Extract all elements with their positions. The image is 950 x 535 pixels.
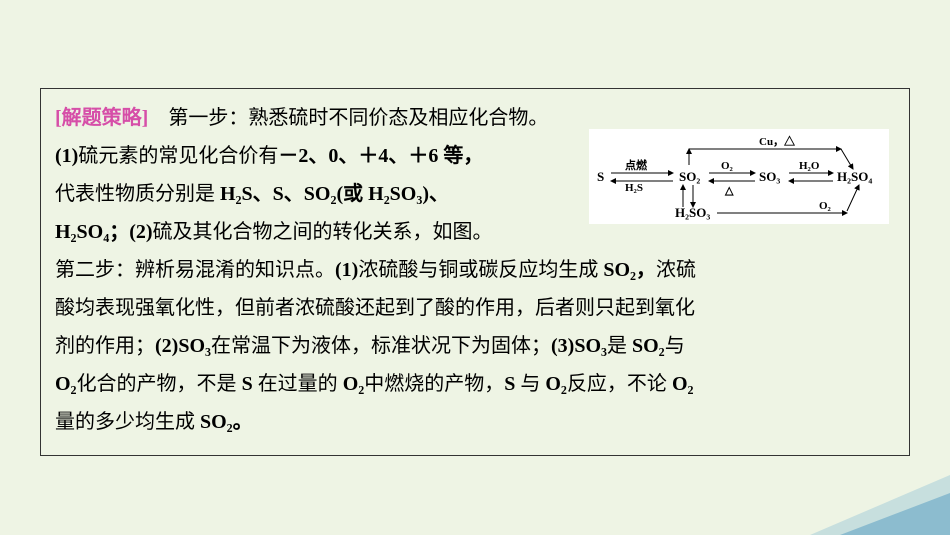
- t: 硫及其化合物之间的转化关系，如图。: [153, 221, 493, 243]
- t: 与: [520, 373, 545, 395]
- svg-text:O₂: O₂: [721, 160, 734, 172]
- svg-text:点燃: 点燃: [625, 158, 648, 172]
- line-3: 代表性物质分别是 H₂S、S、SO₂(或 H₂SO₃)、: [55, 175, 585, 213]
- t: S: [504, 373, 520, 395]
- line-8: O₂化合的产物，不是 S 在过量的 O₂中燃烧的产物，S 与 O₂反应，不论 O…: [55, 365, 895, 403]
- t: S: [242, 373, 258, 395]
- t: H₂S、S、SO₂(或 H₂SO₃)、: [220, 183, 449, 205]
- t: 硫元素的常见化合价有: [78, 145, 278, 167]
- step1-left-text: (1)硫元素的常见化合价有－2、0、＋4、＋6 等， 代表性物质分别是 H₂S、…: [55, 137, 585, 213]
- t: SO₂。: [200, 411, 253, 433]
- svg-text:SO₃: SO₃: [759, 169, 780, 184]
- t: 量的多少均生成: [55, 411, 200, 433]
- svg-text:△: △: [724, 185, 734, 197]
- t: 第二步：辨析易混淆的知识点。: [55, 259, 335, 281]
- t: (1): [335, 259, 358, 281]
- svg-text:H₂SO₃: H₂SO₃: [675, 205, 710, 220]
- t: 反应，不论: [567, 373, 672, 395]
- corner-decoration: [810, 475, 950, 535]
- t: (1): [55, 145, 78, 167]
- t: 酸均表现强氧化性，但前者浓硫酸还起到了酸的作用，后者则只起到氧化: [55, 297, 695, 319]
- content-box: [解题策略] 第一步：熟悉硫时不同价态及相应化合物。 (1)硫元素的常见化合价有…: [40, 88, 910, 456]
- reaction-diagram: 点燃 O₂ △ H₂O O₂ Cu，△ S SO₂ SO₃ H₂SO₄ H₂S H₂SO₃: [589, 129, 889, 224]
- svg-text:H₂SO₄: H₂SO₄: [837, 169, 872, 184]
- corner-svg: [810, 475, 950, 535]
- line-5: 第二步：辨析易混淆的知识点。(1)浓硫酸与铜或碳反应均生成 SO₂，浓硫: [55, 251, 895, 289]
- svg-text:H₂S: H₂S: [625, 182, 643, 194]
- t: SO₂: [632, 335, 665, 357]
- t: SO₂，: [603, 259, 656, 281]
- svg-text:O₂: O₂: [819, 200, 832, 212]
- t: O₂: [672, 373, 694, 395]
- line-7: 剂的作用；(2)SO₃在常温下为液体，标准状况下为固体；(3)SO₃是 SO₂与: [55, 327, 895, 365]
- t: －2、0、＋4、＋6 等，: [278, 145, 483, 167]
- line-2: (1)硫元素的常见化合价有－2、0、＋4、＋6 等，: [55, 137, 585, 175]
- t: 中燃烧的产物，: [364, 373, 504, 395]
- diagram-svg: 点燃 O₂ △ H₂O O₂ Cu，△ S SO₂ SO₃ H₂SO₄ H₂S H₂SO₃: [589, 129, 889, 224]
- t: 代表性物质分别是: [55, 183, 220, 205]
- step1-intro: 第一步：熟悉硫时不同价态及相应化合物。: [148, 107, 548, 129]
- t: (3)SO₃: [551, 335, 607, 357]
- svg-text:Cu，△: Cu，△: [759, 134, 796, 148]
- t: (2)SO₃: [155, 335, 211, 357]
- t: 剂的作用；: [55, 335, 155, 357]
- heading: [解题策略]: [55, 107, 148, 129]
- t: 化合的产物，不是: [77, 373, 242, 395]
- step1-block: [解题策略] 第一步：熟悉硫时不同价态及相应化合物。 (1)硫元素的常见化合价有…: [55, 99, 895, 251]
- line-6: 酸均表现强氧化性，但前者浓硫酸还起到了酸的作用，后者则只起到氧化: [55, 289, 895, 327]
- t: 浓硫: [656, 259, 696, 281]
- t: O₂: [545, 373, 567, 395]
- t: O₂: [55, 373, 77, 395]
- t: 是: [607, 335, 632, 357]
- t: 浓硫酸与铜或碳反应均生成: [358, 259, 603, 281]
- svg-text:SO₂: SO₂: [679, 169, 700, 184]
- t: 在过量的: [258, 373, 343, 395]
- line-9: 量的多少均生成 SO₂。: [55, 403, 895, 441]
- t: H₂SO₄；(2): [55, 221, 153, 243]
- svg-text:S: S: [597, 169, 604, 184]
- t: O₂: [343, 373, 365, 395]
- svg-text:H₂O: H₂O: [799, 160, 820, 172]
- t: 在常温下为液体，标准状况下为固体；: [211, 335, 551, 357]
- t: 与: [665, 335, 685, 357]
